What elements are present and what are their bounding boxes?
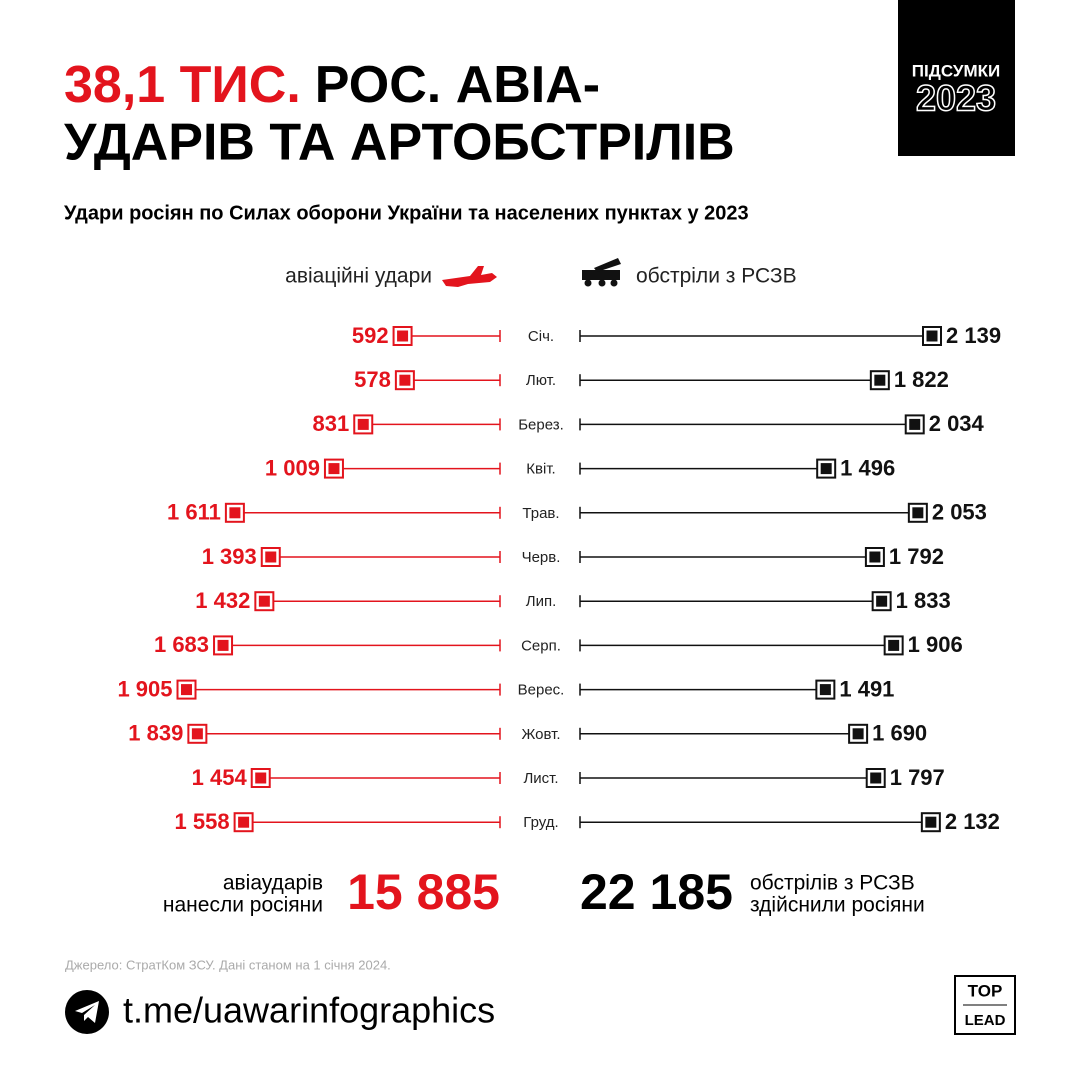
marker xyxy=(229,507,241,519)
badge xyxy=(898,0,1015,156)
legend-label: обстріли з РСЗВ xyxy=(636,265,797,288)
month-label: Верес. xyxy=(518,682,565,699)
value-label: 2 132 xyxy=(945,809,1000,834)
value-label: 1 792 xyxy=(889,544,944,569)
month-label: Берез. xyxy=(518,416,564,433)
value-label: 1 690 xyxy=(872,721,927,746)
source: Джерело: СтратКом ЗСУ. Дані станом на 1 … xyxy=(65,957,391,972)
value-label: 1 833 xyxy=(896,588,951,613)
value-label: 2 053 xyxy=(932,500,987,525)
value-label: 592 xyxy=(352,323,389,348)
marker xyxy=(191,728,203,740)
marker xyxy=(397,330,409,342)
badge-top: ПІДСУМКИ xyxy=(912,61,1000,80)
value-label: 1 393 xyxy=(202,544,257,569)
month-label: Лист. xyxy=(523,770,558,787)
month-label: Лют. xyxy=(526,372,556,389)
month-label: Квіт. xyxy=(526,461,555,478)
marker xyxy=(181,684,193,696)
month-label: Січ. xyxy=(528,328,554,345)
marker xyxy=(925,816,937,828)
marker xyxy=(357,418,369,430)
marker xyxy=(852,728,864,740)
total-caption: здійснили росіяни xyxy=(750,894,925,917)
plane-icon xyxy=(442,266,497,287)
marker xyxy=(869,551,881,563)
marker xyxy=(217,639,229,651)
marker xyxy=(888,639,900,651)
value-label: 1 797 xyxy=(890,765,945,790)
truck-icon xyxy=(582,258,621,287)
legend-label: авіаційні удари xyxy=(285,265,432,288)
marker xyxy=(238,816,250,828)
value-label: 1 906 xyxy=(908,632,963,657)
title-highlight: 38,1 ТИС. xyxy=(64,56,301,114)
value-label: 1 822 xyxy=(894,367,949,392)
value-label: 1 496 xyxy=(840,455,895,480)
marker xyxy=(258,595,270,607)
month-label: Трав. xyxy=(522,505,559,522)
marker xyxy=(926,330,938,342)
badge-year: 2023 xyxy=(916,78,996,119)
telegram-icon xyxy=(65,990,109,1034)
logo-frame xyxy=(954,975,1016,1035)
value-label: 1 558 xyxy=(175,809,230,834)
value-label: 1 839 xyxy=(128,721,183,746)
total-value: 15 885 xyxy=(347,864,500,920)
marker xyxy=(874,374,886,386)
total-caption: авіаударів xyxy=(223,872,323,895)
value-label: 1 454 xyxy=(192,765,248,790)
marker xyxy=(819,684,831,696)
marker xyxy=(820,463,832,475)
value-label: 2 139 xyxy=(946,323,1001,348)
total-caption: нанесли росіяни xyxy=(163,894,323,917)
marker xyxy=(399,374,411,386)
value-label: 1 432 xyxy=(195,588,250,613)
title: 38,1 ТИС. РОС. АВІА- xyxy=(64,56,600,114)
title-line2: УДАРІВ ТА АРТОБСТРІЛІВ xyxy=(64,114,735,172)
total-value: 22 185 xyxy=(580,864,733,920)
marker xyxy=(870,772,882,784)
month-label: Жовт. xyxy=(521,726,560,743)
value-label: 1 683 xyxy=(154,632,209,657)
month-label: Груд. xyxy=(523,814,558,831)
value-label: 1 611 xyxy=(167,500,221,525)
value-label: 1 491 xyxy=(839,676,894,701)
marker xyxy=(876,595,888,607)
value-label: 1 905 xyxy=(117,676,172,701)
marker xyxy=(909,418,921,430)
total-caption: обстрілів з РСЗВ xyxy=(750,872,915,895)
month-label: Серп. xyxy=(521,637,561,654)
month-label: Лип. xyxy=(526,593,557,610)
value-label: 578 xyxy=(354,367,391,392)
marker xyxy=(265,551,277,563)
title-line1: РОС. АВІА- xyxy=(315,56,600,114)
value-label: 1 009 xyxy=(265,455,320,480)
logo-bottom: LEAD xyxy=(965,1012,1006,1029)
marker xyxy=(255,772,267,784)
logo-top: TOP xyxy=(968,981,1003,1000)
value-label: 831 xyxy=(313,411,350,436)
subtitle: Удари росіян по Силах оборони України та… xyxy=(64,202,749,224)
value-label: 2 034 xyxy=(929,411,985,436)
marker xyxy=(912,507,924,519)
marker xyxy=(328,463,340,475)
telegram-plane xyxy=(75,1001,99,1023)
link[interactable]: t.me/uawarinfographics xyxy=(123,990,495,1031)
month-label: Черв. xyxy=(522,549,561,566)
